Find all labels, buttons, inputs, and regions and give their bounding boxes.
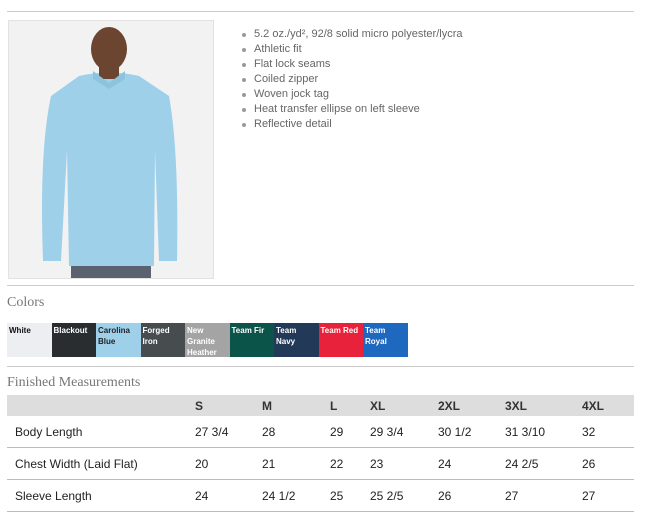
color-swatch[interactable]: Team Royal <box>363 323 408 357</box>
color-swatch-label: Team Red <box>320 326 359 335</box>
table-cell: 29 3/4 <box>369 416 437 448</box>
color-swatch-label: Team Navy <box>276 326 297 346</box>
color-swatch-label: Carolina Blue <box>98 326 131 346</box>
color-swatch-label: Team Fir <box>231 326 265 335</box>
table-cell: 26 <box>581 447 634 480</box>
top-divider <box>7 11 634 12</box>
row-label: Sleeve Length <box>7 479 194 512</box>
column-header: L <box>329 395 369 416</box>
table-cell: 25 <box>329 479 369 512</box>
table-cell: 27 3/4 <box>194 416 261 448</box>
color-swatch-label: New Granite Heather <box>187 326 217 357</box>
color-swatch[interactable]: Blackout <box>51 323 97 357</box>
column-header: 4XL <box>581 395 634 416</box>
table-cell: 24 1/2 <box>261 479 329 512</box>
measurements-heading: Finished Measurements <box>7 375 141 390</box>
column-header: 3XL <box>504 395 581 416</box>
color-swatch[interactable]: Forged Iron <box>140 323 186 357</box>
color-swatch-label: Team Royal <box>365 326 387 346</box>
divider <box>7 285 634 286</box>
column-header: S <box>194 395 261 416</box>
product-photo <box>8 20 214 279</box>
table-row: Sleeve Length 24 24 1/2 25 25 2/5 26 27 27 <box>7 479 634 512</box>
feature-item: Reflective detail <box>241 117 462 132</box>
color-swatch[interactable]: Team Fir <box>229 323 275 357</box>
table-cell: 27 <box>581 479 634 512</box>
table-cell: 23 <box>369 447 437 480</box>
table-cell: 27 <box>504 479 581 512</box>
table-cell: 32 <box>581 416 634 448</box>
table-row: Chest Width (Laid Flat) 20 21 22 23 24 24 2/5 2… <box>7 447 634 480</box>
color-swatch[interactable]: Team Red <box>318 323 364 357</box>
color-swatch[interactable]: Team Navy <box>274 323 319 357</box>
table-cell: 30 1/2 <box>437 416 504 448</box>
column-header: XL <box>369 395 437 416</box>
table-cell: 31 3/10 <box>504 416 581 448</box>
divider <box>7 366 634 367</box>
column-header: 2XL <box>437 395 504 416</box>
feature-item: 5.2 oz./yd², 92/8 solid micro polyester/… <box>241 28 463 40</box>
table-cell: 29 <box>329 416 369 448</box>
column-header: M <box>261 395 329 416</box>
color-swatch-label: Forged Iron <box>142 326 170 346</box>
feature-item: Athletic fit <box>241 42 462 57</box>
table-cell: 24 <box>194 479 261 512</box>
feature-item: Coiled zipper <box>241 72 462 87</box>
measurements-table: S M L XL 2XL 3XL 4XL Body Length 27 3/4 28 29 29 3… <box>7 395 634 512</box>
color-swatch-label: Blackout <box>53 326 88 335</box>
feature-item: Heat transfer ellipse on left sleeve <box>241 102 462 117</box>
table-cell: 28 <box>261 416 329 448</box>
feature-list: 5.2 oz./yd², 92/8 solid micro polyester/… <box>240 27 462 132</box>
table-cell: 22 <box>329 447 369 480</box>
table-cell: 20 <box>194 447 261 480</box>
table-cell: 25 2/5 <box>369 479 437 512</box>
color-swatch[interactable]: New Granite Heather <box>185 323 230 357</box>
color-swatch[interactable]: White <box>7 323 52 357</box>
table-cell: 24 <box>437 447 504 480</box>
row-label: Chest Width (Laid Flat) <box>7 447 194 480</box>
table-cell: 26 <box>437 479 504 512</box>
color-swatch[interactable]: Carolina Blue <box>96 323 141 357</box>
table-cell: 24 2/5 <box>504 447 581 480</box>
color-swatch-label: White <box>9 326 31 335</box>
table-row: Body Length 27 3/4 28 29 29 3/4 30 1/2 31 3/10… <box>7 416 634 448</box>
column-header <box>7 395 194 416</box>
colors-heading: Colors <box>7 295 45 310</box>
feature-item: Woven jock tag <box>241 87 462 102</box>
table-cell: 21 <box>261 447 329 480</box>
feature-item: Flat lock seams <box>241 57 462 72</box>
row-label: Body Length <box>7 416 194 448</box>
